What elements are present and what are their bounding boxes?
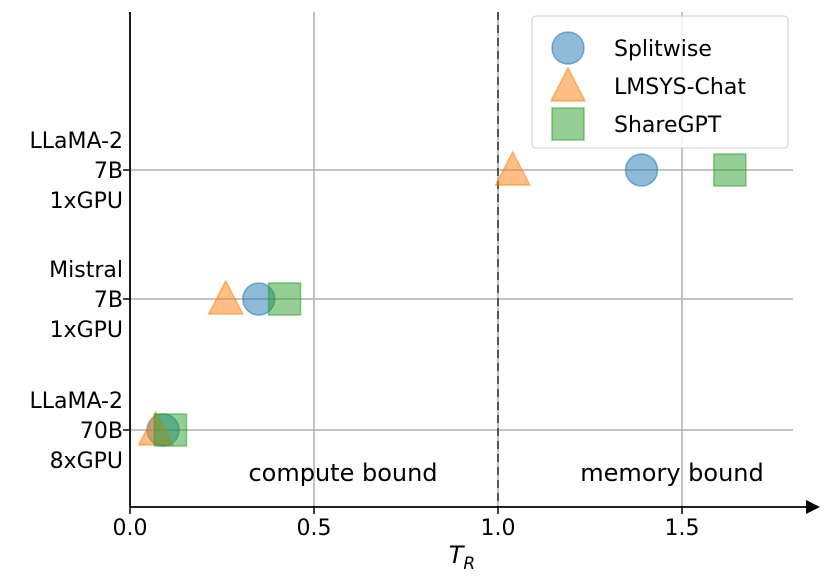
lmsys-chat-point-0 [494,150,531,186]
y-tick-label-2: LLaMA-2 70B 8xGPU [30,389,123,474]
sharegpt-point-1 [267,282,302,316]
legend-label-2: ShareGPT [614,113,722,138]
legend: Splitwise LMSYS-Chat ShareGPT [531,15,789,149]
lmsys-chat-point-1 [207,279,244,315]
legend-box [531,15,789,149]
legend-marker-2 [551,107,585,141]
x-axis-arrow-icon [806,500,820,514]
y-tick-labels: LLaMA-2 7B 1xGPU Mistral 7B 1xGPU LLaMA-2 70B 8x… [30,129,130,474]
y-tick-label-1: Mistral 7B 1xGPU [49,258,123,343]
legend-label-0: Splitwise [614,37,712,62]
compute-bound-label: compute bound [248,459,437,487]
x-tick-label-3: 1.5 [665,516,700,541]
legend-label-1: LMSYS-Chat [614,75,746,100]
sharegpt-point-2 [153,413,188,447]
splitwise-point-0 [624,153,659,187]
axes [129,12,820,514]
memory-bound-label: memory bound [580,459,763,487]
legend-marker-0 [551,31,585,65]
y-tick-label-0: LLaMA-2 7B 1xGPU [30,129,123,214]
x-tick-label-2: 1.0 [481,516,516,541]
sharegpt-point-0 [713,153,747,187]
x-tick-label-0: 0.0 [113,516,148,541]
x-tick-labels: 0.0 0.5 1.0 1.5 [113,507,700,541]
x-tick-label-1: 0.5 [297,516,332,541]
x-axis-label: TR [449,541,475,574]
legend-marker-1 [549,66,587,102]
data-markers [137,150,747,447]
